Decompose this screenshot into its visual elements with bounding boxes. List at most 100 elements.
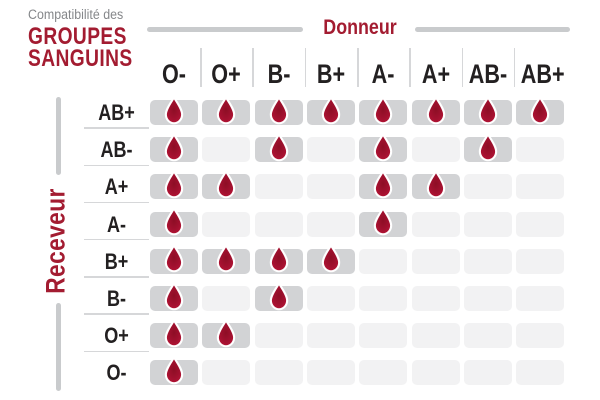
cell-a+-from-b+ — [306, 174, 355, 200]
receiver-row-header-o+: O+ — [104, 323, 129, 349]
donor-col-header-b-: B- — [267, 59, 290, 89]
header-separator — [461, 48, 464, 87]
chart-title-line-2: SANGUINS — [28, 45, 133, 72]
cell-ab--from-ab+ — [516, 137, 565, 163]
cell-ab--from-ab- — [463, 133, 512, 163]
cell-a+-from-ab+ — [516, 174, 565, 200]
blood-drop-icon — [269, 281, 288, 310]
donor-col-header-b+: B+ — [316, 59, 346, 89]
receiver-row-header-a-: A- — [106, 211, 127, 237]
row-separator — [84, 350, 149, 352]
cell-ab+-from-o+ — [202, 95, 251, 125]
blood-drop-icon — [426, 170, 445, 199]
header-separator — [357, 48, 359, 87]
blood-drop-icon — [217, 319, 236, 347]
cell-ab--from-b- — [254, 133, 303, 163]
blood-drop-icon — [269, 133, 288, 161]
blood-drop-icon — [164, 133, 184, 161]
donor-col-header-o-: O- — [162, 59, 186, 89]
blood-drop-icon — [373, 170, 393, 199]
cell-a+-from-ab- — [463, 174, 512, 200]
cell-ab--from-a+ — [411, 137, 460, 163]
header-separator — [513, 48, 516, 87]
receiver-axis-line-top — [56, 97, 61, 175]
blood-drop-icon — [164, 281, 184, 310]
receiver-row-header-ab-: AB- — [100, 137, 133, 163]
blood-drop-icon — [164, 207, 184, 236]
cell-o+-from-ab+ — [516, 323, 565, 349]
cell-ab+-from-o- — [150, 95, 198, 125]
cell-ab+-from-ab- — [463, 95, 512, 125]
cell-a+-from-o- — [150, 170, 198, 200]
blood-drop-icon — [217, 244, 236, 273]
cell-b+-from-ab- — [463, 248, 512, 274]
blood-drop-icon — [269, 95, 288, 124]
receiver-row-header-b-: B- — [106, 286, 127, 311]
cell-o+-from-o+ — [202, 319, 251, 349]
cell-ab+-from-a- — [359, 95, 408, 125]
cell-a--from-a+ — [411, 211, 460, 237]
blood-drop-icon — [321, 95, 341, 124]
row-separator — [84, 313, 149, 315]
donor-col-header-ab+: AB+ — [520, 59, 565, 89]
blood-drop-icon — [373, 95, 393, 124]
donor-col-header-a+: A+ — [421, 59, 450, 89]
cell-o+-from-a- — [359, 323, 408, 349]
row-separator — [84, 201, 149, 204]
cell-a--from-o- — [150, 207, 198, 237]
cell-o--from-ab+ — [516, 360, 565, 386]
cell-b+-from-a+ — [411, 248, 460, 274]
row-separator — [84, 238, 149, 241]
cell-o--from-o- — [150, 356, 198, 386]
cell-o--from-o+ — [202, 360, 251, 386]
receiver-row-header-o-: O- — [106, 360, 127, 386]
receiver-row-header-a+: A+ — [104, 174, 129, 200]
blood-drop-icon — [426, 95, 445, 124]
cell-o--from-b+ — [306, 360, 355, 386]
cell-b+-from-o- — [150, 244, 198, 274]
cell-b--from-b+ — [306, 286, 355, 311]
cell-a--from-b+ — [306, 211, 355, 237]
cell-b+-from-o+ — [202, 244, 251, 274]
cell-o--from-a+ — [411, 360, 460, 386]
donor-axis-line-right — [415, 27, 570, 32]
receiver-axis-label: Receveur — [40, 188, 71, 294]
donor-col-header-ab-: AB- — [468, 59, 507, 89]
cell-a+-from-b- — [254, 174, 303, 200]
cell-o+-from-b- — [254, 323, 303, 349]
header-separator — [409, 48, 411, 87]
blood-drop-icon — [164, 170, 184, 199]
blood-drop-icon — [164, 319, 184, 347]
cell-b--from-o+ — [202, 286, 251, 311]
cell-b--from-b- — [254, 281, 303, 311]
cell-b+-from-a- — [359, 248, 408, 274]
cell-ab+-from-a+ — [411, 95, 460, 125]
blood-drop-icon — [164, 95, 184, 124]
donor-axis-label: Donneur — [323, 16, 397, 39]
donor-col-header-a-: A- — [371, 59, 395, 89]
donor-col-header-o+: O+ — [211, 59, 242, 89]
cell-ab--from-a- — [359, 133, 408, 163]
cell-b--from-o- — [150, 281, 198, 311]
blood-drop-icon — [321, 244, 341, 273]
cell-ab--from-o+ — [202, 137, 251, 163]
blood-drop-icon — [373, 133, 393, 161]
cell-b--from-a- — [359, 286, 408, 311]
blood-drop-icon — [164, 244, 184, 273]
cell-b--from-a+ — [411, 286, 460, 311]
cell-a--from-b- — [254, 211, 303, 237]
cell-b--from-ab- — [463, 286, 512, 311]
blood-drop-icon — [373, 207, 393, 236]
receiver-axis-line-bottom — [56, 303, 61, 391]
cell-ab--from-o- — [150, 133, 198, 163]
cell-b+-from-b- — [254, 244, 303, 274]
cell-a+-from-a+ — [411, 170, 460, 200]
cell-a+-from-a- — [359, 170, 408, 200]
row-separator — [84, 127, 149, 129]
blood-drop-icon — [217, 170, 236, 199]
cell-ab+-from-b- — [254, 95, 303, 125]
row-separator — [84, 164, 149, 166]
cell-o--from-b- — [254, 360, 303, 386]
cell-o+-from-b+ — [306, 323, 355, 349]
blood-drop-icon — [478, 133, 497, 161]
